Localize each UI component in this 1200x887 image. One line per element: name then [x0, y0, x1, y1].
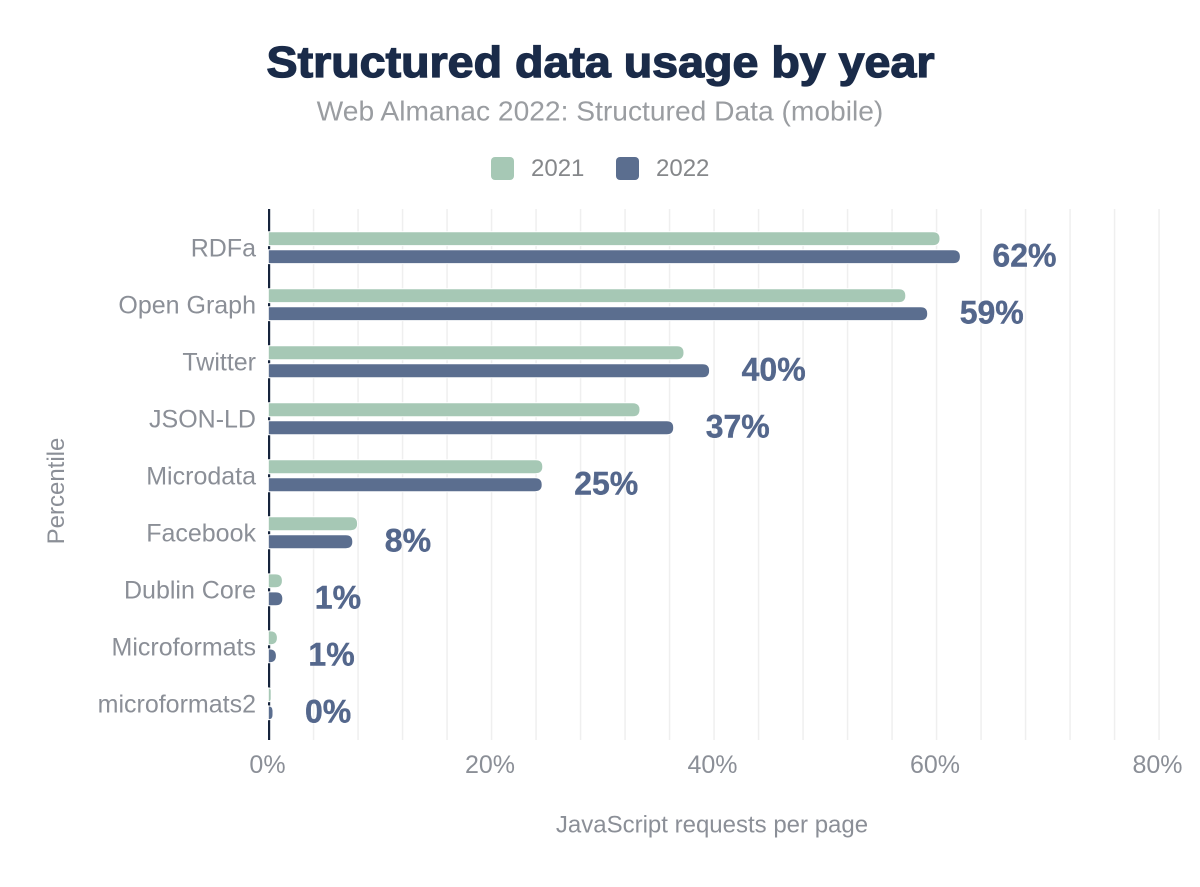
svg-text:0%: 0% [249, 751, 285, 779]
svg-text:60%: 60% [910, 751, 960, 779]
svg-text:JavaScript requests per page: JavaScript requests per page [556, 812, 868, 839]
svg-text:Facebook: Facebook [146, 520, 256, 548]
svg-text:2021: 2021 [531, 155, 584, 182]
svg-text:59%: 59% [960, 294, 1024, 330]
svg-text:40%: 40% [687, 751, 737, 779]
svg-text:Percentile: Percentile [43, 438, 70, 545]
svg-text:Microformats: Microformats [112, 634, 256, 662]
svg-text:JSON-LD: JSON-LD [149, 406, 256, 434]
svg-text:80%: 80% [1132, 751, 1182, 779]
svg-text:RDFa: RDFa [191, 235, 256, 263]
svg-text:20%: 20% [465, 751, 515, 779]
svg-text:0%: 0% [305, 694, 351, 730]
svg-text:40%: 40% [742, 352, 806, 388]
svg-text:1%: 1% [315, 580, 361, 616]
svg-text:Open Graph: Open Graph [118, 292, 256, 320]
svg-text:1%: 1% [308, 637, 354, 673]
svg-text:Dublin Core: Dublin Core [124, 577, 256, 605]
svg-text:25%: 25% [574, 466, 638, 502]
svg-text:2022: 2022 [656, 155, 709, 182]
svg-text:Web Almanac 2022: Structured D: Web Almanac 2022: Structured Data (mobil… [317, 94, 884, 126]
svg-text:62%: 62% [992, 237, 1056, 273]
svg-text:Structured data usage by year: Structured data usage by year [267, 39, 935, 87]
svg-text:microformats2: microformats2 [98, 691, 256, 719]
svg-text:Microdata: Microdata [146, 463, 256, 491]
svg-text:8%: 8% [385, 523, 431, 559]
svg-text:Twitter: Twitter [182, 349, 256, 377]
svg-text:37%: 37% [706, 409, 770, 445]
